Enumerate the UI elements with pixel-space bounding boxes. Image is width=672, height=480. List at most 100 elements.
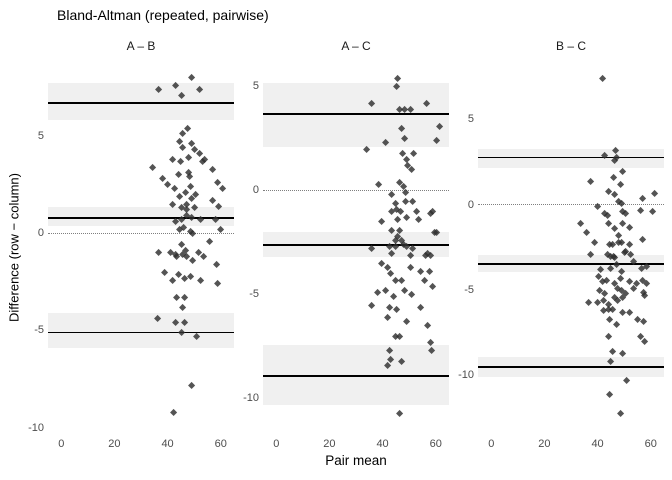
x-axis-title: Pair mean	[325, 453, 387, 468]
x-axis-tick-label: 20	[108, 438, 121, 450]
chart-title: Bland-Altman (repeated, pairwise)	[57, 7, 269, 23]
lower-loa-ci-band	[48, 313, 234, 349]
data-point	[199, 253, 208, 261]
data-point	[161, 268, 169, 276]
data-point	[196, 276, 205, 284]
data-point	[429, 282, 437, 291]
data-point	[604, 220, 612, 228]
data-point	[586, 177, 595, 186]
data-point	[409, 149, 418, 158]
data-point	[397, 207, 405, 216]
data-point	[416, 303, 425, 311]
data-point	[641, 291, 649, 300]
data-point	[381, 286, 390, 295]
data-point	[603, 211, 612, 220]
data-point	[420, 276, 429, 284]
data-point	[616, 274, 624, 283]
x-axis-tick-label: 60	[644, 438, 657, 450]
data-point	[621, 210, 629, 218]
data-point	[639, 194, 647, 203]
data-point	[383, 313, 392, 322]
lower-loa-line	[263, 375, 449, 377]
y-axis-tick-label: 5	[37, 129, 44, 142]
data-point	[412, 207, 420, 216]
data-point	[403, 318, 411, 326]
data-point	[625, 278, 633, 286]
data-point	[168, 276, 177, 284]
y-axis-tick-label: 0	[252, 184, 259, 197]
y-axis-tick-label: -10	[243, 392, 259, 405]
data-point	[179, 144, 187, 152]
data-point	[407, 291, 415, 299]
data-point	[640, 317, 648, 325]
data-point	[174, 171, 182, 179]
data-point	[179, 130, 187, 138]
data-point	[394, 216, 402, 224]
data-point	[616, 181, 624, 189]
data-point	[623, 377, 631, 385]
data-point	[407, 166, 415, 174]
data-point	[625, 240, 633, 249]
y-axis-tick-label: -5	[464, 283, 474, 296]
data-point	[626, 223, 634, 232]
upper-loa-line	[478, 156, 664, 159]
data-point	[168, 155, 177, 164]
mean-bias-line	[263, 244, 449, 246]
x-axis-tick-label: 0	[273, 438, 280, 450]
data-point	[179, 303, 187, 312]
lower-loa-line	[478, 366, 664, 368]
data-point	[612, 320, 620, 329]
x-axis-tick-label: 0	[58, 438, 65, 450]
data-point	[608, 348, 616, 356]
data-point	[424, 322, 432, 330]
y-axis-tick-label: -5	[34, 324, 44, 337]
upper-loa-line	[48, 102, 234, 104]
data-point	[605, 390, 613, 399]
data-point	[188, 381, 196, 389]
data-point	[149, 163, 157, 171]
data-point	[610, 225, 618, 233]
facet-strip-label: B – C	[555, 39, 586, 53]
data-point	[403, 214, 411, 222]
data-point	[155, 249, 163, 257]
data-point	[643, 279, 651, 288]
data-point	[416, 268, 425, 276]
x-axis-tick-label: 40	[591, 438, 604, 450]
facet-strip-label: A – C	[341, 39, 371, 53]
data-point	[610, 191, 618, 199]
data-point	[208, 196, 217, 204]
x-axis-tick-label: 40	[161, 438, 174, 450]
data-point	[590, 239, 599, 247]
data-point	[394, 74, 402, 83]
data-point	[396, 409, 404, 417]
data-point	[213, 280, 222, 288]
y-axis-tick-label: 0	[467, 198, 474, 211]
data-point	[188, 73, 196, 82]
upper-loa-ci-band	[478, 148, 664, 168]
facet-panel	[478, 62, 664, 432]
data-point	[390, 293, 398, 301]
data-point	[617, 268, 625, 276]
y-axis-tick-label: -10	[28, 421, 44, 434]
mean-bias-line	[478, 263, 664, 265]
zero-reference-line	[48, 232, 234, 234]
mean-bias-line	[48, 217, 234, 219]
data-point	[396, 332, 404, 341]
x-axis-tick-label: 0	[488, 438, 495, 450]
data-point	[609, 174, 617, 182]
data-point	[387, 191, 396, 199]
data-point	[184, 124, 192, 132]
facet-panel	[263, 62, 449, 432]
data-point	[618, 308, 626, 317]
data-point	[181, 188, 190, 197]
upper-loa-line	[263, 113, 449, 115]
data-point	[651, 189, 659, 197]
data-point	[373, 289, 381, 297]
data-point	[176, 157, 185, 165]
data-point	[626, 308, 634, 317]
data-point	[213, 179, 222, 187]
data-point	[180, 293, 189, 302]
y-axis-title: Difference (row − column)	[6, 173, 22, 322]
data-point	[385, 303, 394, 311]
